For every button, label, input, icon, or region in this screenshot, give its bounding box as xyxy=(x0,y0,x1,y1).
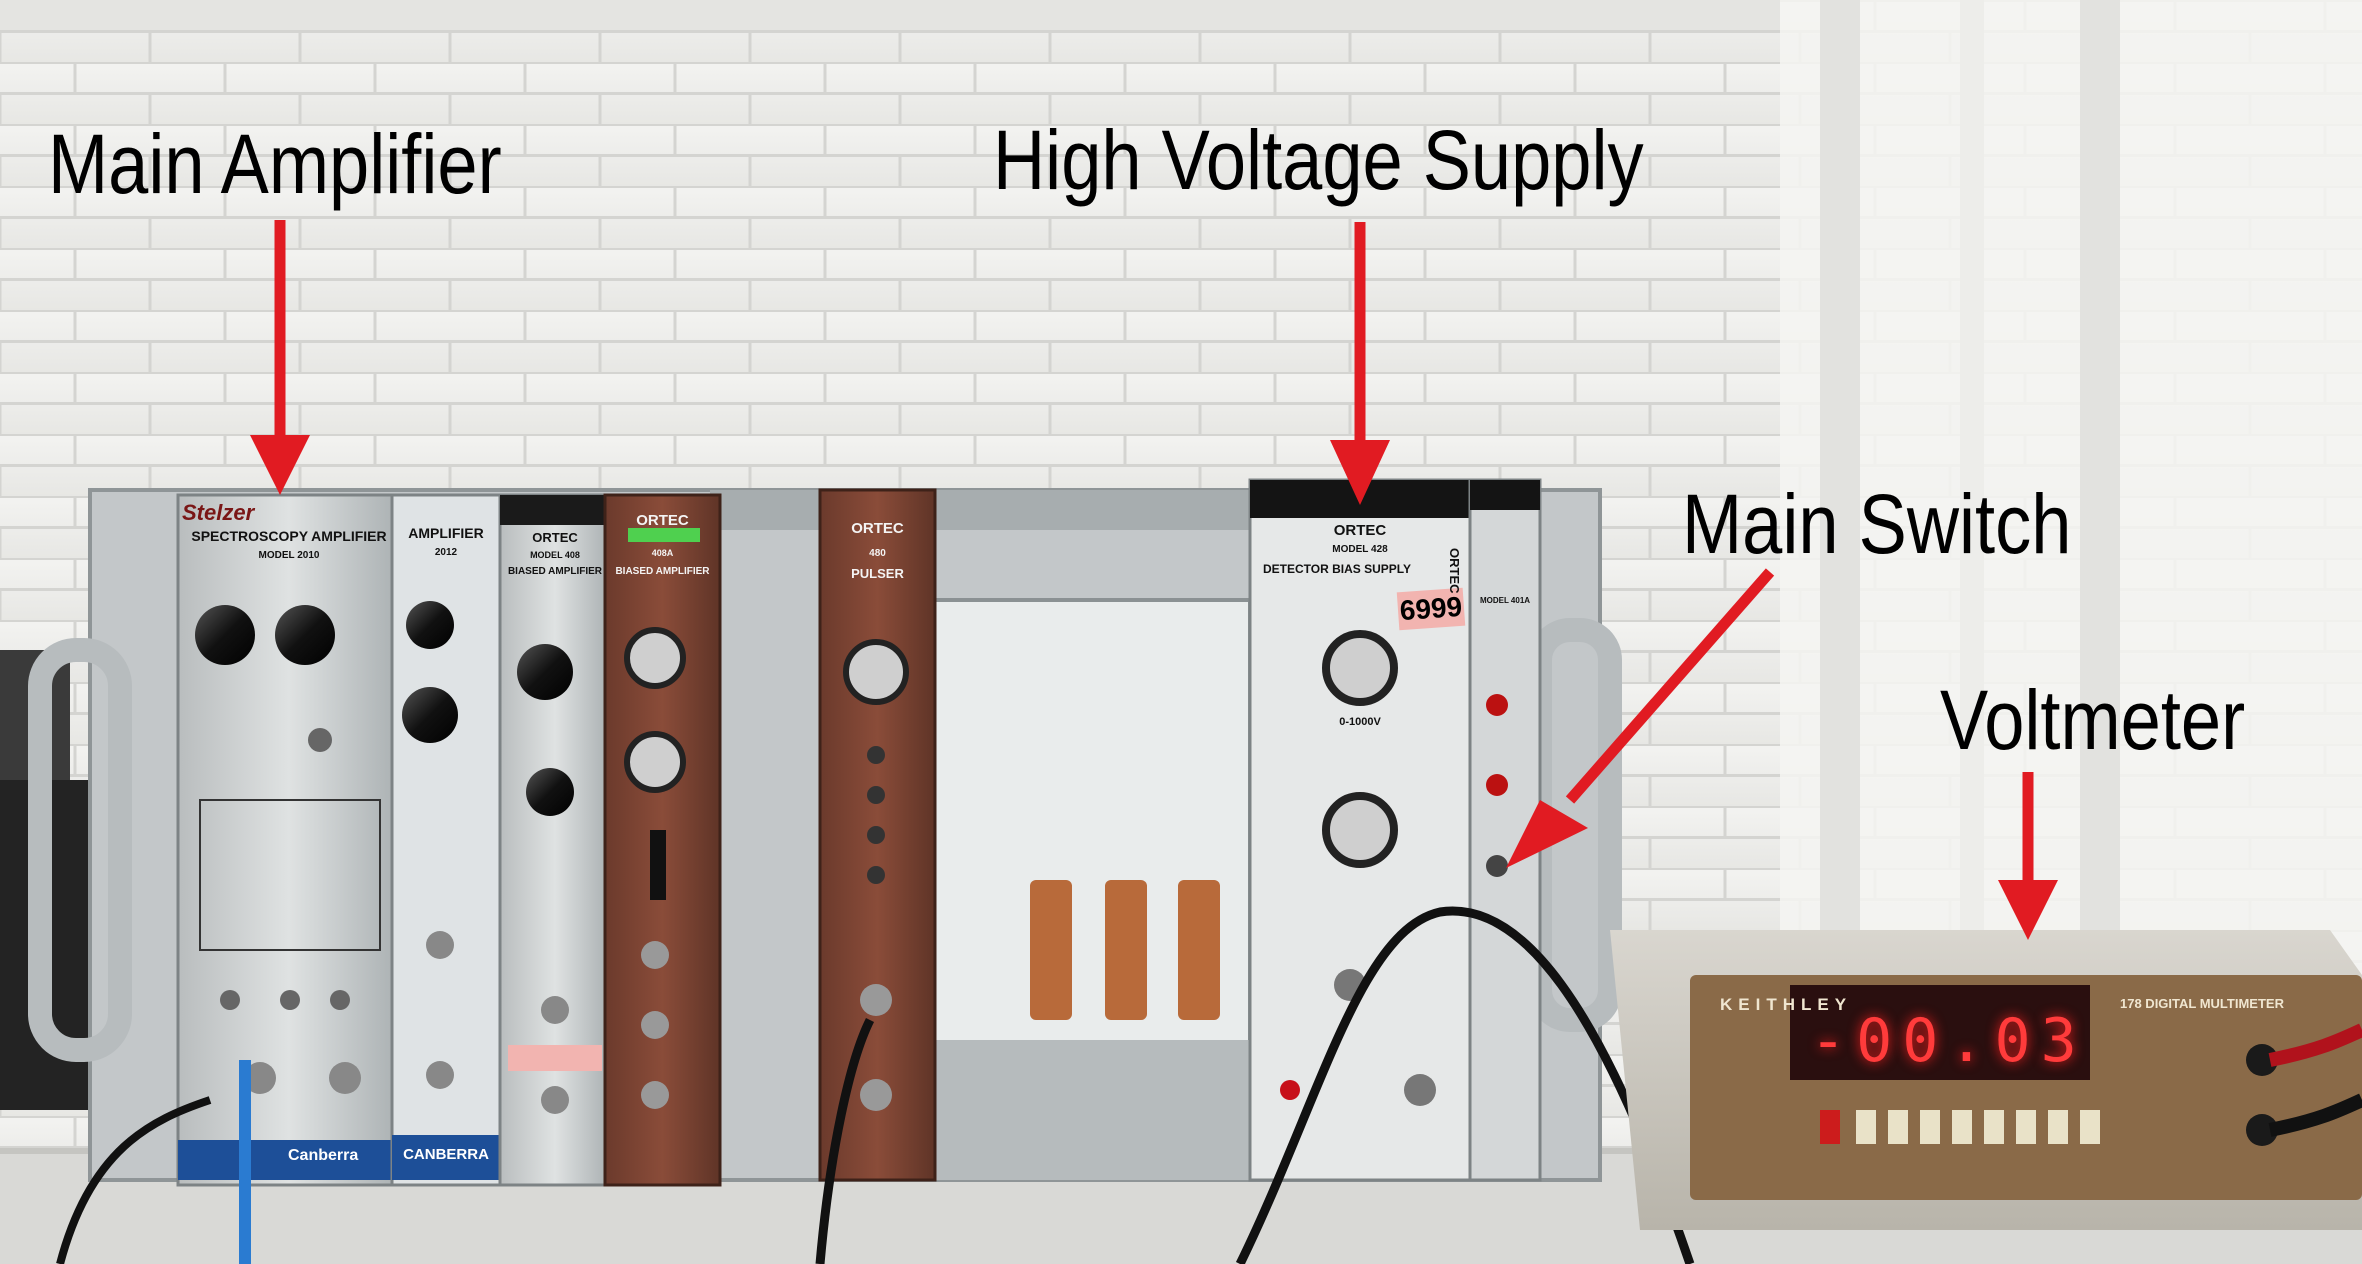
module-model: MODEL 2010 xyxy=(258,550,320,561)
module-amplifier-2012 xyxy=(390,493,502,1187)
module-brand: ORTEC xyxy=(851,520,904,537)
module-bias-supply-428 xyxy=(1248,478,1472,1182)
voltmeter-model: 178 DIGITAL MULTIMETER xyxy=(2120,996,2284,1011)
module-brand: Canberra xyxy=(288,1147,359,1164)
module-brand: ORTEC xyxy=(636,512,689,529)
label-main-switch: Main Switch xyxy=(1682,477,2072,571)
window-frame-right xyxy=(1780,0,2362,1000)
module-title: SPECTROSCOPY AMPLIFIER xyxy=(191,528,387,544)
arrow-high-voltage-supply xyxy=(1330,222,1390,505)
arrow-main-switch xyxy=(1506,568,1775,868)
module-model: 2012 xyxy=(434,547,458,558)
module-brand: CANBERRA xyxy=(403,1146,489,1163)
label-high-voltage-supply: High Voltage Supply xyxy=(993,113,1644,207)
label-main-amplifier: Main Amplifier xyxy=(48,117,502,211)
cable xyxy=(1235,906,1695,1264)
module-model: MODEL 408 xyxy=(530,550,580,560)
module-title: PULSER xyxy=(851,566,904,581)
module-model: MODEL 401A xyxy=(1479,596,1531,605)
module-title: AMPLIFIER xyxy=(408,525,484,541)
module-biased-amplifier-408 xyxy=(498,493,612,1187)
module-brand: ORTEC xyxy=(532,530,578,545)
module-title: BIASED AMPLIFIER xyxy=(615,566,710,577)
module-brand: ORTEC xyxy=(1333,522,1387,539)
module-biased-amplifier-408a xyxy=(603,493,722,1187)
module-spectroscopy-amplifier xyxy=(176,493,402,1187)
arrow-voltmeter xyxy=(1998,772,2058,940)
module-pulser-480 xyxy=(818,488,937,1182)
cable xyxy=(56,1096,212,1264)
module-model: 408A xyxy=(651,548,674,558)
main-switch-toggle xyxy=(1486,855,1508,877)
bin-connector xyxy=(1178,880,1220,1020)
ceiling-shelf xyxy=(0,0,1780,30)
module-model: MODEL 428 xyxy=(1332,544,1388,555)
label-voltmeter: Voltmeter xyxy=(1940,673,2246,767)
left-handle xyxy=(28,638,132,1062)
bin-connector xyxy=(1030,880,1072,1020)
hv-range: 0-1000V xyxy=(1339,716,1381,728)
voltmeter-reading: -00.03 xyxy=(1810,1006,2087,1076)
arrow-main-amplifier xyxy=(250,220,310,495)
module-title: DETECTOR BIAS SUPPLY xyxy=(1262,562,1412,576)
module-model: 480 xyxy=(869,548,886,559)
module-brand: ORTEC xyxy=(1447,548,1462,594)
bin-connector xyxy=(1105,880,1147,1020)
sticker-stelzer: Stelzer xyxy=(182,500,255,525)
module-title: BIASED AMPLIFIER xyxy=(507,566,603,577)
voltmeter-device xyxy=(1610,930,2362,1230)
module-tag: 6999 xyxy=(1396,587,1466,631)
cable xyxy=(815,1017,875,1264)
voltmeter-brand: KEITHLEY xyxy=(1720,995,1853,1014)
